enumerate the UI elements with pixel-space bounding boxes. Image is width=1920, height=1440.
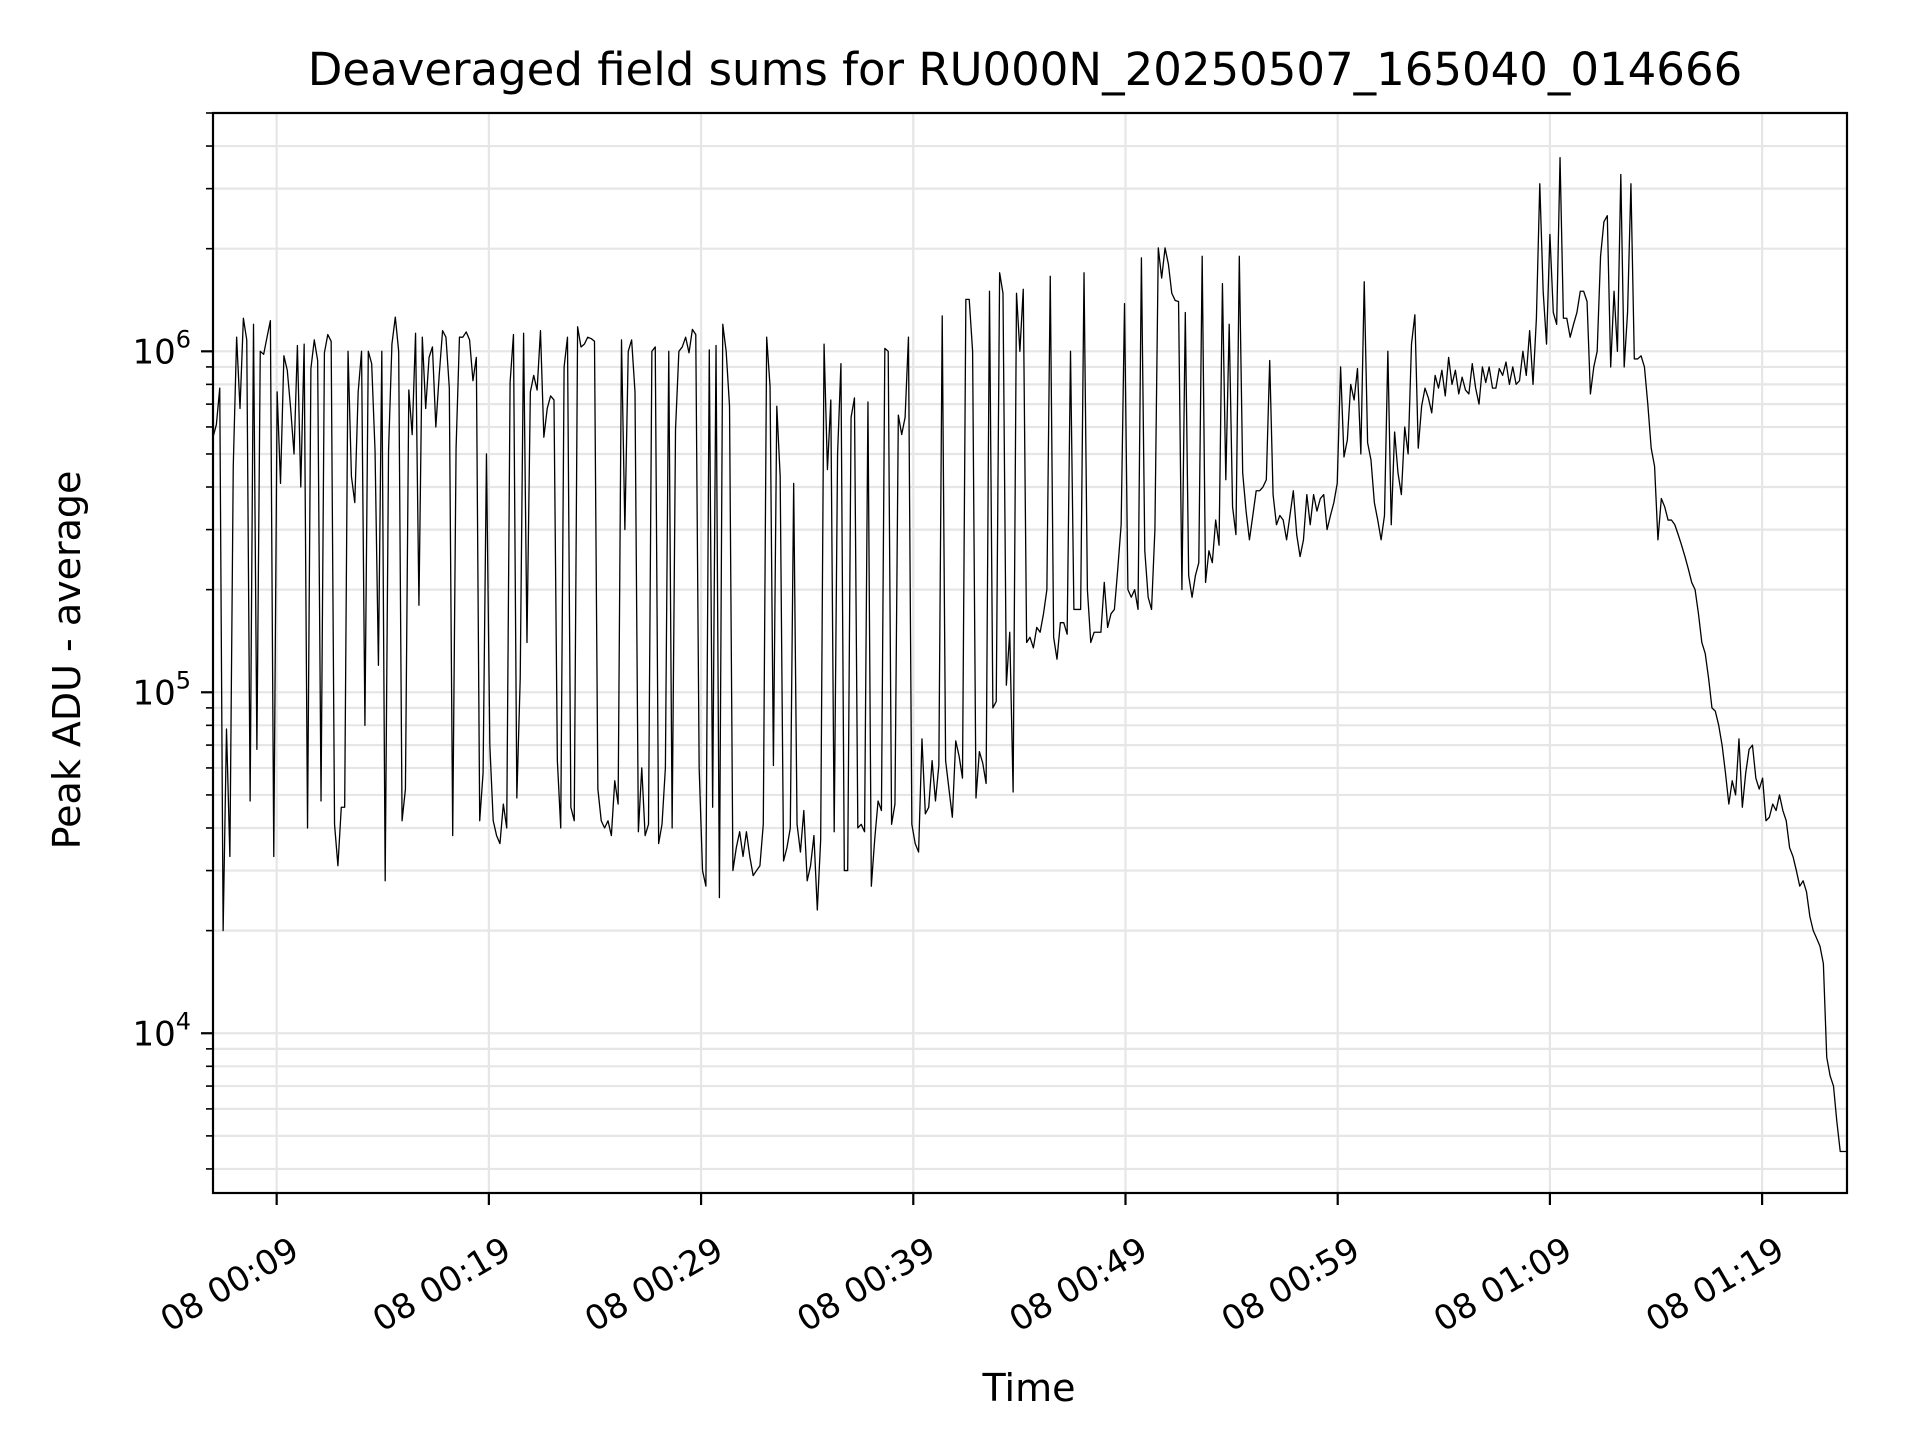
x-tick-label: 08 00:39: [790, 1230, 942, 1341]
x-axis-label: Time: [982, 1366, 1076, 1410]
x-tick-label: 08 01:09: [1427, 1230, 1579, 1341]
y-axis-label: Peak ADU - average: [45, 471, 89, 850]
x-tick-label: 08 00:19: [366, 1230, 518, 1341]
y-tick-label: 104: [132, 1007, 191, 1054]
chart-title: Deaveraged field sums for RU000N_2025050…: [308, 43, 1742, 96]
plot-frame: [211, 111, 1849, 1195]
series-line-0: [212, 156, 1848, 1153]
x-tick-label: 08 00:59: [1215, 1230, 1367, 1341]
y-tick-label: 105: [132, 666, 191, 713]
x-tick-label: 08 00:49: [1003, 1230, 1155, 1341]
series-layer: [212, 156, 1848, 1153]
x-tick-label: 08 00:29: [578, 1230, 730, 1341]
x-tick-label: 08 00:09: [154, 1230, 306, 1341]
x-tick-label: 08 01:19: [1639, 1230, 1791, 1341]
y-tick-label: 106: [132, 325, 191, 372]
grid-layer: [213, 111, 1847, 1193]
axes-layer: [201, 111, 1849, 1205]
